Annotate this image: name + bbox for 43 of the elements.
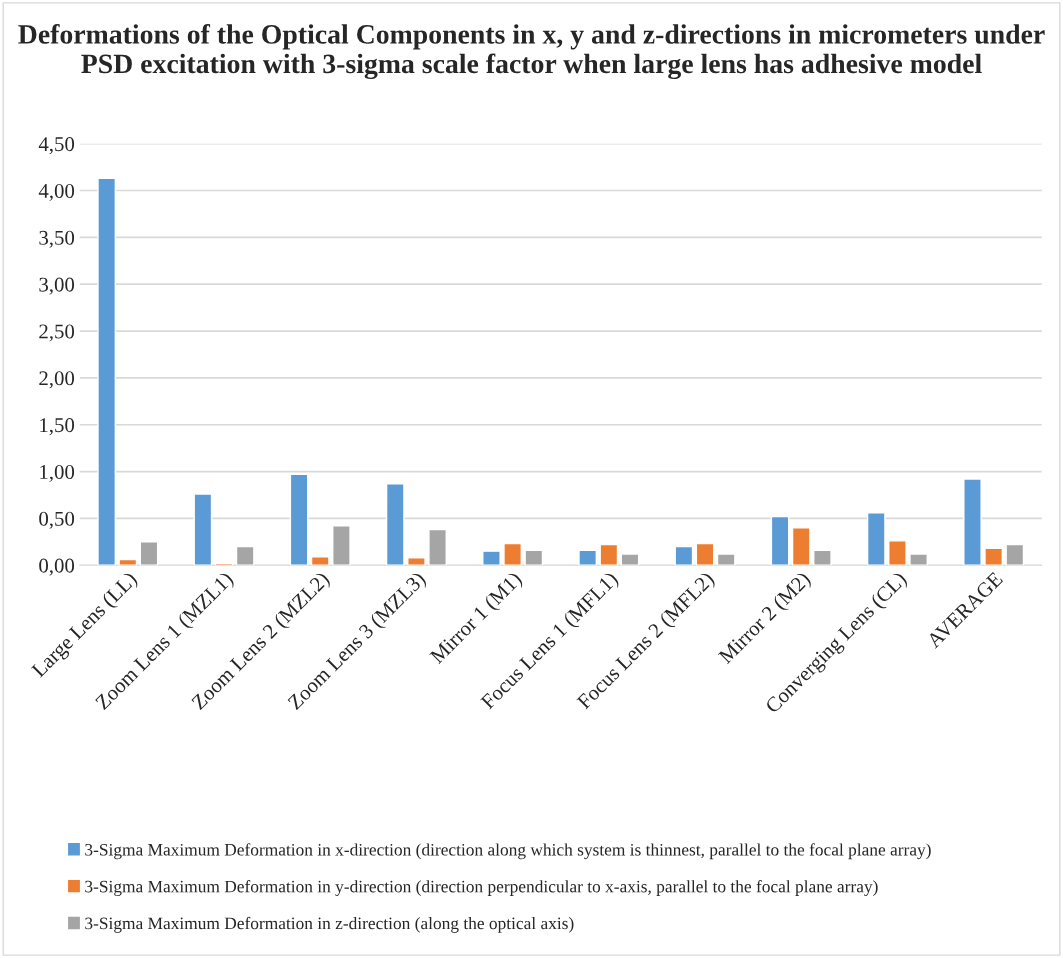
bar (482, 550, 501, 566)
y-tick-label: 0,50 (39, 511, 75, 529)
bar (1005, 543, 1025, 566)
y-tick-label: 3,50 (39, 230, 75, 248)
bar (407, 557, 426, 566)
bar (310, 556, 330, 566)
bar (385, 483, 405, 566)
bar (984, 547, 1003, 566)
bar (503, 542, 522, 566)
bar (428, 528, 447, 566)
bar (620, 553, 640, 566)
y-tick-label: 0,00 (39, 558, 75, 576)
bar (578, 549, 598, 566)
bar (963, 478, 982, 566)
bar (332, 525, 351, 566)
y-tick-label: 2,00 (39, 371, 75, 389)
bar (888, 540, 907, 566)
bar (716, 553, 736, 566)
chart-title: Deformations of the Optical Components in x, y and z-directions in micrometers under PSD excitation with 3-sigma scale factor when large lens has adhesive model (18, 23, 1045, 80)
bar (909, 553, 928, 566)
bar (289, 473, 309, 566)
bar (866, 512, 886, 566)
bar (674, 545, 694, 566)
bar (524, 549, 544, 566)
bar (599, 543, 619, 566)
legend-label: 3-Sigma Maximum Deformation in z-direction (along the optical axis) (85, 916, 574, 933)
y-tick-label: 2,50 (39, 324, 75, 342)
bar (118, 558, 138, 566)
bar (770, 515, 790, 566)
bar (193, 493, 213, 566)
y-tick-label: 3,00 (39, 277, 75, 295)
legend-label: 3-Sigma Maximum Deformation in y-direction (direction perpendicular to x-axis, parallel to the focal plane array) (85, 880, 878, 896)
y-tick-label: 4,50 (38, 137, 75, 155)
bar (813, 549, 832, 566)
y-tick-label: 1,00 (40, 464, 75, 482)
y-tick-label: 4,00 (38, 183, 75, 201)
bar (235, 545, 255, 566)
bar (791, 527, 811, 566)
bar (97, 177, 117, 566)
legend-label: 3-Sigma Maximum Deformation in x-direction (direction along which system is thinnest, parallel to the focal plane array) (85, 843, 931, 860)
bar (139, 541, 159, 566)
bar (695, 542, 715, 566)
y-tick-label: 1,50 (40, 418, 75, 436)
